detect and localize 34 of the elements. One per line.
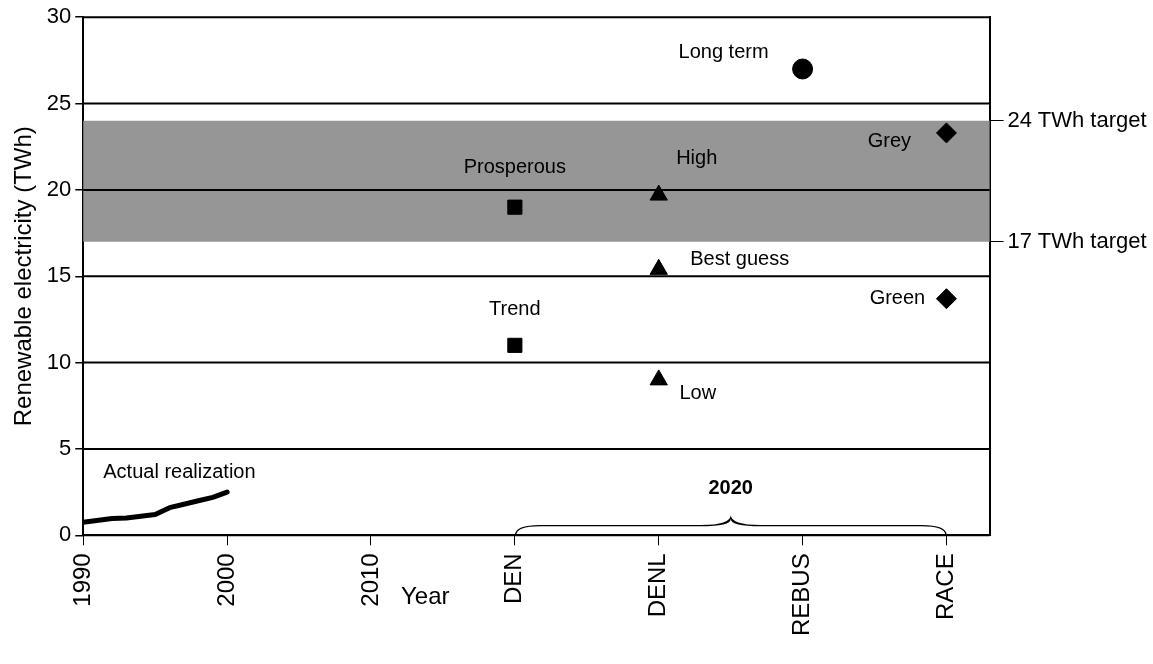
annotation: Trend xyxy=(489,296,541,319)
point xyxy=(507,337,523,353)
y2-tick-label: 17 TWh target xyxy=(1007,227,1147,253)
y-tick-label: 10 xyxy=(46,348,72,374)
annotation: Best guess xyxy=(690,246,790,269)
x-tick-label: DENL xyxy=(643,553,671,618)
y-tick-label: 5 xyxy=(59,435,72,461)
annotation: High xyxy=(676,145,718,168)
x-axis-title: Year xyxy=(401,581,450,609)
x-tick-label: REBUS xyxy=(787,553,815,636)
x-tick-label: 2010 xyxy=(355,553,383,607)
point xyxy=(935,122,957,144)
annotation: Prosperous xyxy=(463,154,566,177)
annotation: Grey xyxy=(867,129,912,152)
point xyxy=(649,369,668,386)
x-tick-label: RACE xyxy=(931,553,959,620)
point xyxy=(792,58,814,80)
annotation: Low xyxy=(679,381,717,404)
x-tick-label: DEN xyxy=(499,553,527,604)
x-tick-label: 2000 xyxy=(211,553,239,607)
point xyxy=(507,199,523,215)
annotation: Green xyxy=(869,286,926,309)
y-axis-title: Renewable electricity (TWh) xyxy=(9,126,37,427)
y-tick-label: 30 xyxy=(46,3,72,29)
series-label: Actual realization xyxy=(103,459,256,482)
annotation: Long term xyxy=(678,39,769,62)
y-tick-label: 15 xyxy=(46,262,72,288)
point xyxy=(935,288,957,310)
x-tick-label: 1990 xyxy=(67,553,95,607)
y2-tick-label: 24 TWh target xyxy=(1007,106,1147,132)
y-tick-label: 0 xyxy=(59,521,72,547)
y-tick-label: 25 xyxy=(46,89,72,115)
y-tick-label: 20 xyxy=(46,175,72,201)
annotation: 2020 xyxy=(708,475,753,498)
